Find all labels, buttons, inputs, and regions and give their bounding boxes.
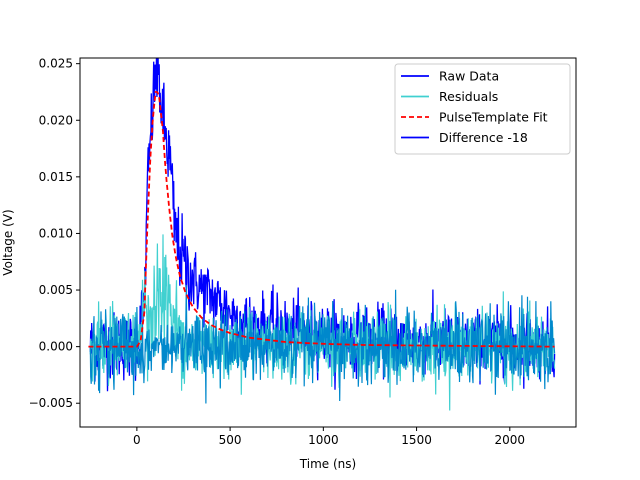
y-tick-label: 0.025 — [39, 57, 73, 71]
x-axis-label: Time (ns) — [299, 457, 356, 471]
series-pulse-template-fit — [88, 91, 555, 348]
legend-label: Residuals — [439, 89, 498, 104]
x-tick-label: 1000 — [308, 433, 339, 447]
legend-label: Difference -18 — [439, 130, 528, 145]
y-axis: −0.005 0.000 0.005 0.010 0.015 0.020 0.025 — [29, 57, 80, 410]
y-tick-label: 0.005 — [39, 283, 73, 297]
plot-frame — [79, 57, 577, 428]
x-axis: 0 500 1000 1500 2000 — [133, 427, 525, 447]
series-layer — [88, 58, 556, 411]
x-tick-label: 0 — [133, 433, 141, 447]
legend-box — [394, 63, 571, 155]
series-overlap-noise — [89, 284, 556, 404]
y-tick-label: 0.000 — [39, 340, 73, 354]
y-tick-label: −0.005 — [29, 396, 73, 410]
y-tick-label: 0.015 — [39, 170, 73, 184]
legend-label: Raw Data — [439, 69, 499, 84]
x-tick-label: 1500 — [401, 433, 432, 447]
x-tick-label: 2000 — [495, 433, 526, 447]
legend: Raw Data Residuals PulseTemplate Fit Differ… — [394, 63, 571, 155]
y-tick-label: 0.010 — [39, 226, 73, 240]
y-axis-label: Voltage (V) — [1, 209, 15, 275]
legend-label: PulseTemplate Fit — [439, 110, 548, 125]
x-tick-label: 500 — [219, 433, 242, 447]
y-tick-label: 0.020 — [39, 113, 73, 127]
